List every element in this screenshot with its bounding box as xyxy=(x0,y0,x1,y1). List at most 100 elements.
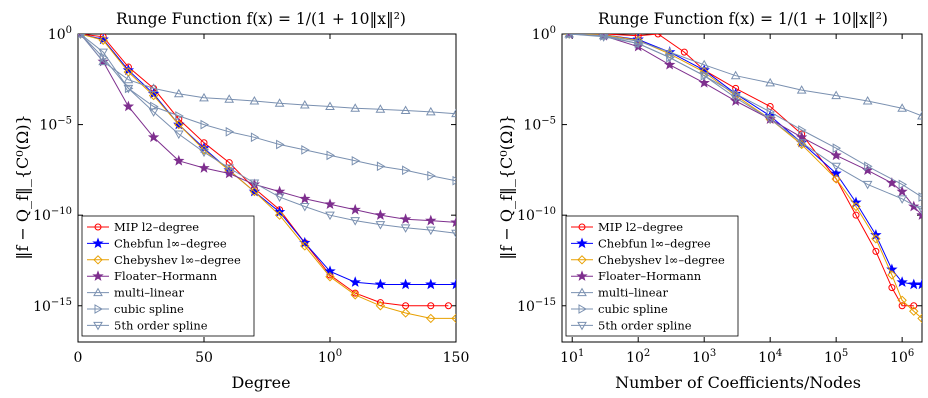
series-layer xyxy=(78,34,456,324)
y-tick-label: 100 xyxy=(48,25,72,43)
data-point xyxy=(450,216,456,228)
data-point xyxy=(375,104,386,113)
data-point xyxy=(798,125,807,135)
chart-title: Runge Function f(x) = 1/(1 + 10‖x‖²) xyxy=(598,10,888,28)
legend-label: cubic spline xyxy=(598,302,668,316)
legend-marker xyxy=(92,270,104,281)
data-point xyxy=(148,83,159,92)
series xyxy=(78,34,456,118)
data-point xyxy=(224,164,235,174)
legend: MIP l2–degree Chebfun l∞–degree Chebyshev … xyxy=(81,215,255,337)
data-point xyxy=(796,131,808,143)
x-tick-label: 150 xyxy=(443,350,470,366)
series-line xyxy=(569,34,922,216)
data-point xyxy=(224,94,235,103)
data-point xyxy=(897,103,907,112)
data-point xyxy=(250,132,260,143)
data-point xyxy=(199,148,209,158)
series-line xyxy=(569,34,914,307)
data-point xyxy=(917,206,922,215)
series xyxy=(566,34,922,215)
y-tick-label: 10−5 xyxy=(523,116,556,134)
data-point xyxy=(351,155,361,166)
data-point xyxy=(400,308,411,318)
data-point xyxy=(199,92,209,102)
data-point xyxy=(832,143,842,154)
plot-frame xyxy=(561,33,923,343)
series-line xyxy=(80,34,456,234)
chart-title: Runge Function f(x) = 1/(1 + 10‖x‖²) xyxy=(116,10,406,28)
data-point xyxy=(452,175,456,186)
data-point xyxy=(199,145,209,155)
data-point xyxy=(325,211,335,221)
legend-marker xyxy=(93,287,103,297)
x-axis-label: Degree xyxy=(231,373,290,392)
data-point xyxy=(350,103,361,112)
data-point xyxy=(633,39,644,49)
data-point xyxy=(830,149,842,161)
data-point xyxy=(864,161,873,172)
data-point xyxy=(374,278,387,290)
data-point xyxy=(908,200,920,212)
data-point xyxy=(831,162,842,172)
data-point xyxy=(350,290,360,300)
data-point xyxy=(375,221,386,230)
data-point xyxy=(374,209,387,220)
data-point xyxy=(425,278,437,290)
data-point xyxy=(198,162,210,173)
data-point xyxy=(898,302,906,310)
data-point xyxy=(122,100,135,112)
series-line xyxy=(569,34,922,211)
data-point xyxy=(917,110,922,120)
data-point xyxy=(730,70,741,80)
data-point xyxy=(123,74,134,84)
series xyxy=(564,34,922,120)
data-point xyxy=(402,165,411,176)
data-point xyxy=(274,210,285,220)
data-point xyxy=(916,209,922,220)
data-point xyxy=(425,226,436,236)
legend-label: multi–linear xyxy=(598,286,668,300)
series xyxy=(565,34,922,220)
legend-marker xyxy=(576,270,588,281)
data-point xyxy=(666,52,675,63)
data-point xyxy=(908,278,920,290)
data-point xyxy=(700,70,710,81)
legend-label: cubic spline xyxy=(114,302,184,316)
data-point xyxy=(173,88,184,98)
legend-marker xyxy=(578,304,588,314)
legend-marker xyxy=(577,255,587,265)
data-point xyxy=(897,295,907,306)
y-tick-label: 10−15 xyxy=(33,297,72,315)
data-point xyxy=(301,145,310,155)
data-point xyxy=(886,177,898,188)
data-point xyxy=(451,229,456,239)
data-point xyxy=(299,100,310,109)
legend-label: Chebyshev l∞–degree xyxy=(598,253,725,267)
data-point xyxy=(78,34,86,39)
legend-marker xyxy=(94,304,104,314)
data-point xyxy=(765,77,776,87)
legend-label: Floater–Hormann xyxy=(114,269,218,283)
data-point xyxy=(326,150,336,161)
legend-marker xyxy=(94,223,102,231)
data-point xyxy=(444,302,452,310)
data-point xyxy=(376,161,386,172)
x-axis-label: Number of Coefficients/Nodes xyxy=(615,373,861,392)
data-point xyxy=(98,35,108,45)
data-point xyxy=(451,313,456,324)
data-point xyxy=(274,193,285,203)
data-point xyxy=(425,214,437,226)
data-point xyxy=(299,192,311,204)
data-point xyxy=(852,211,860,219)
data-point xyxy=(399,278,412,290)
data-point xyxy=(274,98,285,107)
data-point xyxy=(174,119,184,130)
data-point xyxy=(175,111,184,121)
data-point xyxy=(173,154,185,166)
data-point xyxy=(400,224,411,233)
data-point xyxy=(910,302,918,310)
data-point xyxy=(699,72,710,81)
legend: MIP l2–degree Chebfun l∞–degree Chebyshev … xyxy=(565,215,739,337)
y-tick-label: 10−10 xyxy=(517,206,556,224)
